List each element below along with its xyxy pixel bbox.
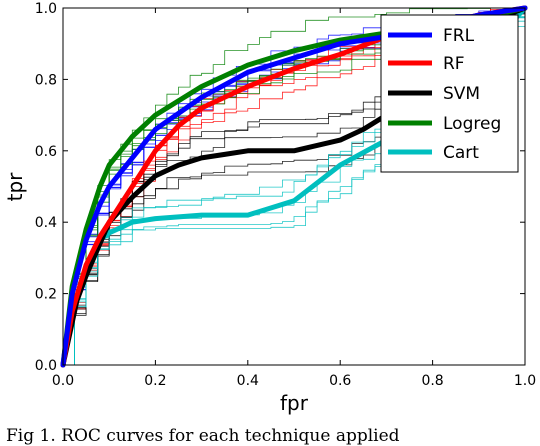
x-tick-label-2: 0.4 xyxy=(237,373,259,389)
x-axis-label: fpr xyxy=(280,391,309,415)
legend: FRL RF SVM Logreg Cart xyxy=(380,14,519,173)
figure-caption: Fig 1. ROC curves for each technique app… xyxy=(6,426,400,446)
y-tick-label-3: 0.6 xyxy=(35,144,57,160)
x-tick-label-0: 0.0 xyxy=(52,373,74,389)
legend-label-svm: SVM xyxy=(443,84,480,104)
y-tick-label-0: 0.0 xyxy=(35,358,57,374)
y-tick-label-2: 0.4 xyxy=(35,215,57,231)
legend-label-rf: RF xyxy=(443,54,465,74)
x-tick-label-1: 0.2 xyxy=(144,373,166,389)
y-tick-label-4: 0.8 xyxy=(35,72,57,88)
plot-frame xyxy=(62,7,526,366)
y-tick-label-1: 0.2 xyxy=(35,287,57,303)
x-tick-label-3: 0.6 xyxy=(329,373,351,389)
y-tick-label-5: 1.0 xyxy=(35,1,57,17)
x-tick-label-5: 1.0 xyxy=(514,373,536,389)
x-tick-label-4: 0.8 xyxy=(421,373,443,389)
legend-label-frl: FRL xyxy=(443,26,475,46)
legend-label-cart: Cart xyxy=(443,143,479,163)
y-axis-label: tpr xyxy=(3,172,27,202)
axis-ticks: 0.0 0.2 0.4 0.6 0.8 1.0 0.0 0.2 0.4 0.6 0.8 1.0 xyxy=(35,1,536,389)
legend-label-logreg: Logreg xyxy=(443,114,501,134)
